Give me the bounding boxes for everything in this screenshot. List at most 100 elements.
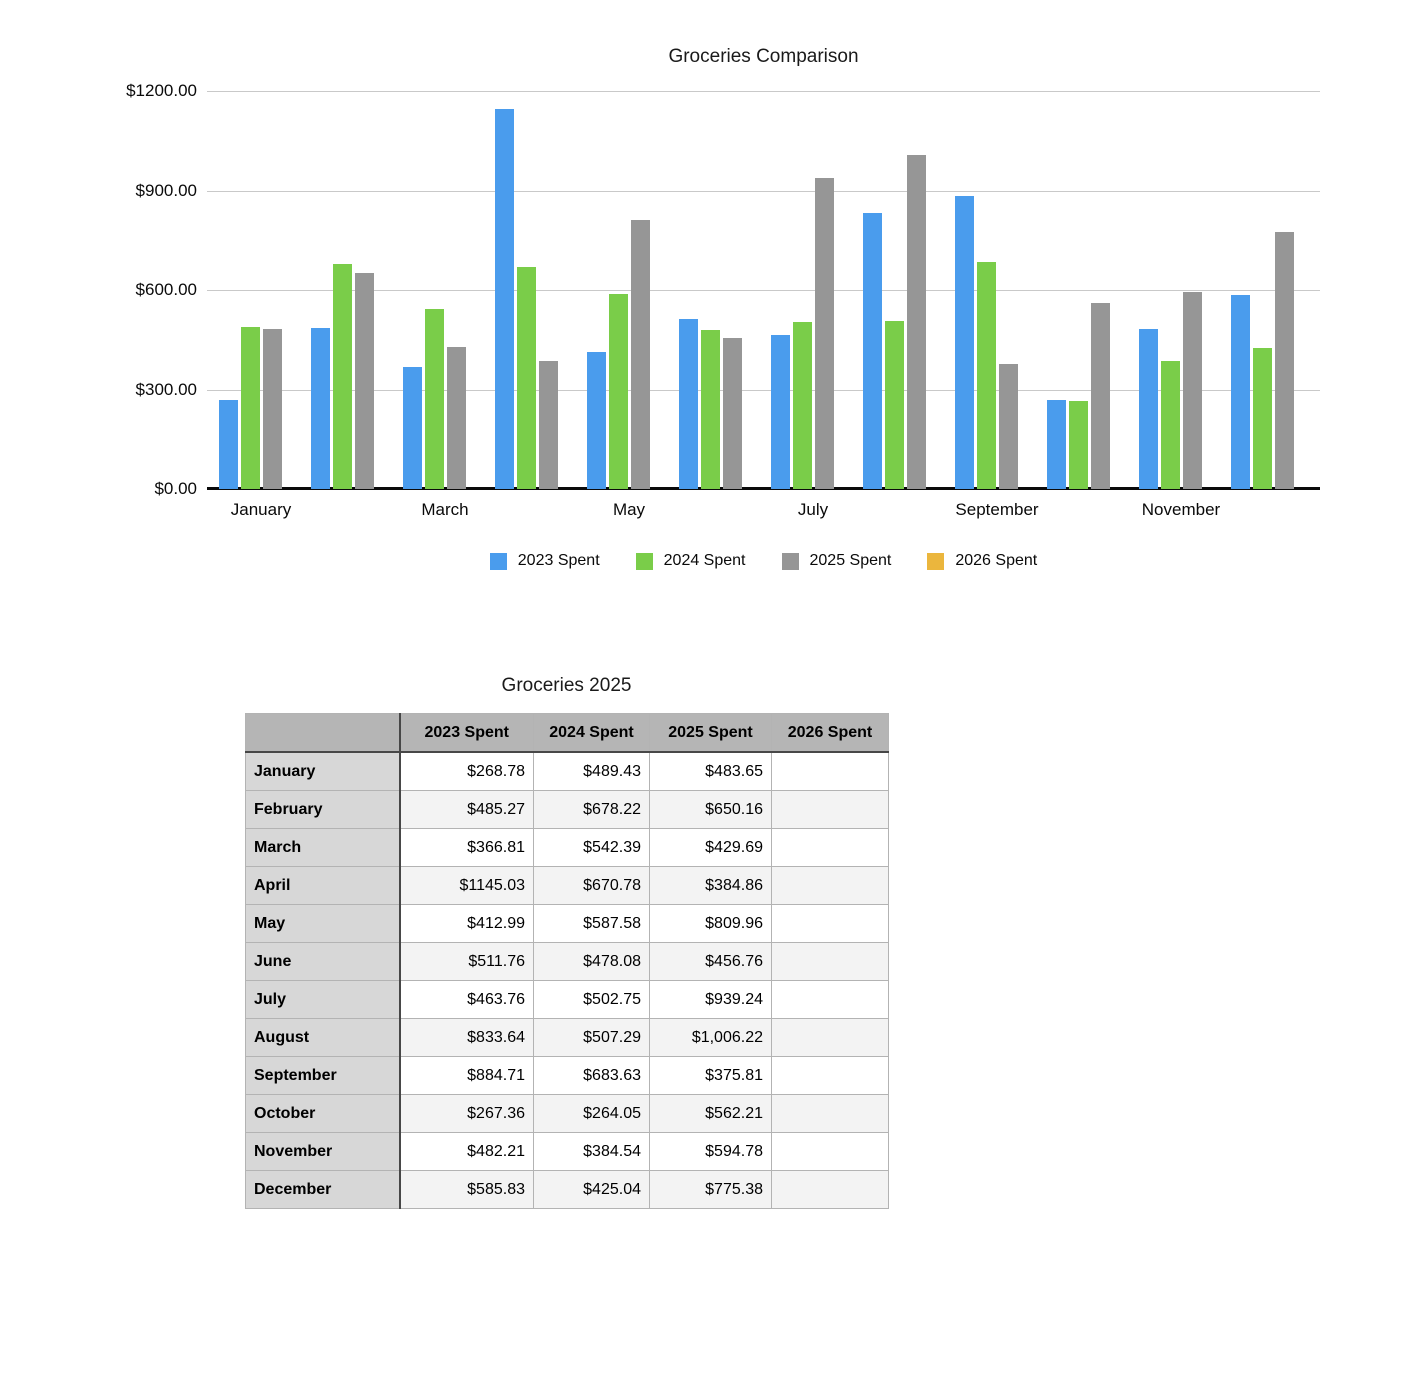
month-cell-april[interactable]: April xyxy=(245,866,401,905)
month-cell-july[interactable]: July xyxy=(245,980,401,1019)
bar-2024-spent-july[interactable] xyxy=(793,322,812,489)
bar-2024-spent-february[interactable] xyxy=(333,264,352,489)
value-cell-june-2023-spent[interactable]: $511.76 xyxy=(399,942,534,981)
value-cell-february-2023-spent[interactable]: $485.27 xyxy=(399,790,534,829)
bar-2025-spent-september[interactable] xyxy=(999,364,1018,489)
value-cell-march-2025-spent[interactable]: $429.69 xyxy=(649,828,772,867)
bar-2025-spent-april[interactable] xyxy=(539,361,558,489)
table-header-cell-2024-spent[interactable]: 2024 Spent xyxy=(533,713,650,753)
value-cell-august-2025-spent[interactable]: $1,006.22 xyxy=(649,1018,772,1057)
value-cell-april-2023-spent[interactable]: $1145.03 xyxy=(399,866,534,905)
value-cell-june-2026-spent[interactable] xyxy=(771,942,889,981)
value-cell-july-2024-spent[interactable]: $502.75 xyxy=(533,980,650,1019)
bar-2024-spent-june[interactable] xyxy=(701,330,720,489)
month-cell-june[interactable]: June xyxy=(245,942,401,981)
value-cell-june-2024-spent[interactable]: $478.08 xyxy=(533,942,650,981)
value-cell-june-2025-spent[interactable]: $456.76 xyxy=(649,942,772,981)
bar-2024-spent-september[interactable] xyxy=(977,262,996,489)
value-cell-april-2024-spent[interactable]: $670.78 xyxy=(533,866,650,905)
value-cell-october-2025-spent[interactable]: $562.21 xyxy=(649,1094,772,1133)
bar-2024-spent-november[interactable] xyxy=(1161,361,1180,489)
bar-2025-spent-october[interactable] xyxy=(1091,302,1110,489)
bar-2023-spent-june[interactable] xyxy=(679,319,698,489)
bar-2024-spent-august[interactable] xyxy=(885,320,904,489)
bar-2025-spent-march[interactable] xyxy=(447,346,466,489)
value-cell-august-2023-spent[interactable]: $833.64 xyxy=(399,1018,534,1057)
month-cell-september[interactable]: September xyxy=(245,1056,401,1095)
value-cell-september-2024-spent[interactable]: $683.63 xyxy=(533,1056,650,1095)
value-cell-december-2026-spent[interactable] xyxy=(771,1170,889,1209)
value-cell-february-2025-spent[interactable]: $650.16 xyxy=(649,790,772,829)
month-cell-august[interactable]: August xyxy=(245,1018,401,1057)
bar-2023-spent-december[interactable] xyxy=(1231,294,1250,489)
value-cell-january-2024-spent[interactable]: $489.43 xyxy=(533,751,650,791)
value-cell-march-2023-spent[interactable]: $366.81 xyxy=(399,828,534,867)
value-cell-december-2024-spent[interactable]: $425.04 xyxy=(533,1170,650,1209)
value-cell-august-2024-spent[interactable]: $507.29 xyxy=(533,1018,650,1057)
value-cell-may-2026-spent[interactable] xyxy=(771,904,889,943)
bar-2025-spent-january[interactable] xyxy=(263,328,282,489)
value-cell-september-2023-spent[interactable]: $884.71 xyxy=(399,1056,534,1095)
month-cell-december[interactable]: December xyxy=(245,1170,401,1209)
value-cell-march-2026-spent[interactable] xyxy=(771,828,889,867)
bar-2023-spent-april[interactable] xyxy=(495,109,514,489)
value-cell-november-2026-spent[interactable] xyxy=(771,1132,889,1171)
bar-2023-spent-november[interactable] xyxy=(1139,329,1158,489)
bar-2023-spent-july[interactable] xyxy=(771,335,790,489)
bar-2024-spent-december[interactable] xyxy=(1253,348,1272,489)
table-header-cell-2025-spent[interactable]: 2025 Spent xyxy=(649,713,772,753)
value-cell-december-2025-spent[interactable]: $775.38 xyxy=(649,1170,772,1209)
table-corner-cell[interactable] xyxy=(245,713,401,753)
value-cell-october-2023-spent[interactable]: $267.36 xyxy=(399,1094,534,1133)
bar-2024-spent-march[interactable] xyxy=(425,309,444,489)
value-cell-july-2023-spent[interactable]: $463.76 xyxy=(399,980,534,1019)
legend-item-2023-spent[interactable]: 2023 Spent xyxy=(489,552,600,570)
legend-item-2026-spent[interactable]: 2026 Spent xyxy=(927,552,1037,570)
month-cell-february[interactable]: February xyxy=(245,790,401,829)
month-cell-march[interactable]: March xyxy=(245,828,401,867)
bar-2025-spent-july[interactable] xyxy=(815,177,834,489)
bar-2025-spent-november[interactable] xyxy=(1183,291,1202,489)
bar-2025-spent-may[interactable] xyxy=(631,220,650,489)
value-cell-september-2025-spent[interactable]: $375.81 xyxy=(649,1056,772,1095)
value-cell-december-2023-spent[interactable]: $585.83 xyxy=(399,1170,534,1209)
bar-2025-spent-june[interactable] xyxy=(723,337,742,489)
table-header-cell-2023-spent[interactable]: 2023 Spent xyxy=(399,713,534,753)
bar-2023-spent-january[interactable] xyxy=(219,399,238,489)
value-cell-july-2026-spent[interactable] xyxy=(771,980,889,1019)
month-cell-may[interactable]: May xyxy=(245,904,401,943)
bar-2023-spent-august[interactable] xyxy=(863,212,882,489)
bar-2025-spent-february[interactable] xyxy=(355,273,374,489)
value-cell-october-2026-spent[interactable] xyxy=(771,1094,889,1133)
value-cell-november-2024-spent[interactable]: $384.54 xyxy=(533,1132,650,1171)
value-cell-july-2025-spent[interactable]: $939.24 xyxy=(649,980,772,1019)
value-cell-april-2026-spent[interactable] xyxy=(771,866,889,905)
value-cell-january-2025-spent[interactable]: $483.65 xyxy=(649,751,772,791)
bar-2023-spent-october[interactable] xyxy=(1047,400,1066,489)
value-cell-january-2026-spent[interactable] xyxy=(771,751,889,791)
bar-2023-spent-march[interactable] xyxy=(403,367,422,489)
value-cell-february-2026-spent[interactable] xyxy=(771,790,889,829)
month-cell-november[interactable]: November xyxy=(245,1132,401,1171)
value-cell-october-2024-spent[interactable]: $264.05 xyxy=(533,1094,650,1133)
month-cell-january[interactable]: January xyxy=(245,751,401,791)
bar-2023-spent-may[interactable] xyxy=(587,352,606,489)
value-cell-november-2023-spent[interactable]: $482.21 xyxy=(399,1132,534,1171)
value-cell-march-2024-spent[interactable]: $542.39 xyxy=(533,828,650,867)
bar-2024-spent-october[interactable] xyxy=(1069,401,1088,489)
bar-2024-spent-may[interactable] xyxy=(609,294,628,489)
table-header-cell-2026-spent[interactable]: 2026 Spent xyxy=(771,713,889,753)
value-cell-april-2025-spent[interactable]: $384.86 xyxy=(649,866,772,905)
value-cell-september-2026-spent[interactable] xyxy=(771,1056,889,1095)
bar-2025-spent-august[interactable] xyxy=(907,155,926,489)
month-cell-october[interactable]: October xyxy=(245,1094,401,1133)
legend-item-2024-spent[interactable]: 2024 Spent xyxy=(635,552,746,570)
legend-item-2025-spent[interactable]: 2025 Spent xyxy=(781,552,891,570)
value-cell-january-2023-spent[interactable]: $268.78 xyxy=(399,751,534,791)
value-cell-may-2023-spent[interactable]: $412.99 xyxy=(399,904,534,943)
bar-2025-spent-december[interactable] xyxy=(1275,231,1294,489)
value-cell-february-2024-spent[interactable]: $678.22 xyxy=(533,790,650,829)
bar-2023-spent-february[interactable] xyxy=(311,328,330,489)
bar-2024-spent-january[interactable] xyxy=(241,326,260,489)
value-cell-august-2026-spent[interactable] xyxy=(771,1018,889,1057)
